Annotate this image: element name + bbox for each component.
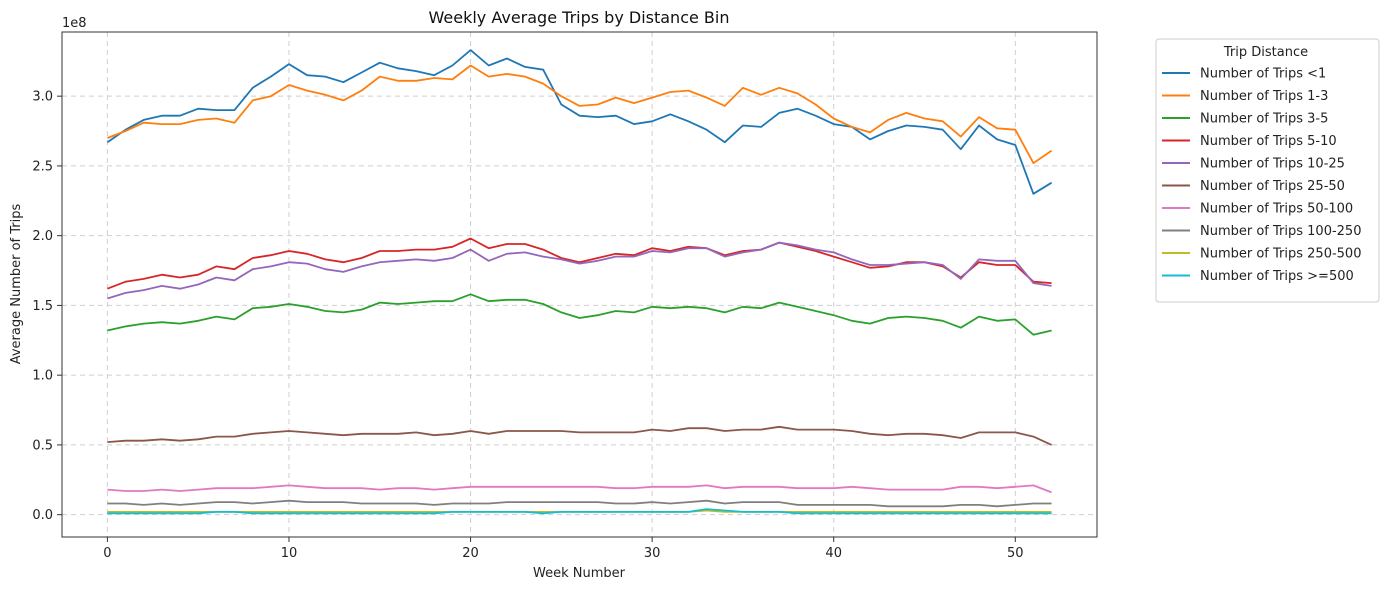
x-tick-label: 30 bbox=[644, 546, 661, 561]
legend-label-5: Number of Trips 25-50 bbox=[1200, 179, 1345, 194]
series-line-2 bbox=[107, 293, 1052, 336]
y-tick-label: 0.0 bbox=[32, 508, 53, 523]
y-tick-label: 1.0 bbox=[32, 369, 53, 384]
series-group bbox=[106, 49, 1053, 515]
legend-label-2: Number of Trips 3-5 bbox=[1200, 112, 1328, 127]
y-tick-label: 2.5 bbox=[32, 159, 53, 174]
legend-title: Trip Distance bbox=[1223, 45, 1308, 60]
legend-label-1: Number of Trips 1-3 bbox=[1200, 89, 1328, 104]
legend-label-6: Number of Trips 50-100 bbox=[1200, 202, 1353, 217]
y-tick-label: 1.5 bbox=[32, 299, 53, 314]
x-tick-label: 20 bbox=[462, 546, 479, 561]
y-tick-label: 3.0 bbox=[32, 90, 53, 105]
x-tick-label: 50 bbox=[1007, 546, 1024, 561]
chart-title: Weekly Average Trips by Distance Bin bbox=[429, 8, 730, 27]
series-line-6 bbox=[107, 484, 1052, 494]
legend-items: Number of Trips <1 Number of Trips 1-3 Num… bbox=[1162, 67, 1361, 284]
series-line-9 bbox=[107, 508, 1052, 515]
x-axis-label: Week Number bbox=[533, 566, 626, 581]
y-tick-label: 0.5 bbox=[32, 438, 53, 453]
y-tick-label: 2.0 bbox=[32, 229, 53, 244]
ticks: 0 10 20 30 40 50 0.0 0.5 1.0 1.5 2.0 2.5 3.0 bbox=[32, 90, 1023, 561]
x-tick-label: 0 bbox=[103, 546, 111, 561]
series-line-0 bbox=[106, 49, 1053, 195]
y-axis-label: Average Number of Trips bbox=[9, 204, 24, 365]
legend-label-3: Number of Trips 5-10 bbox=[1200, 134, 1337, 149]
series-line-7 bbox=[107, 499, 1052, 508]
y-offset-label: 1e8 bbox=[62, 16, 87, 31]
series-line-4 bbox=[107, 241, 1052, 300]
legend-label-9: Number of Trips >=500 bbox=[1200, 269, 1354, 284]
legend-label-4: Number of Trips 10-25 bbox=[1200, 157, 1345, 172]
legend-label-8: Number of Trips 250-500 bbox=[1200, 247, 1361, 262]
x-tick-label: 40 bbox=[825, 546, 842, 561]
legend-label-7: Number of Trips 100-250 bbox=[1200, 224, 1361, 239]
series-line-5 bbox=[107, 425, 1052, 446]
grid bbox=[62, 32, 1097, 537]
legend-label-0: Number of Trips <1 bbox=[1200, 67, 1326, 82]
x-tick-label: 10 bbox=[281, 546, 298, 561]
series-line-1 bbox=[107, 64, 1053, 165]
plot-frame bbox=[61, 31, 1098, 538]
legend-box bbox=[1155, 38, 1380, 303]
